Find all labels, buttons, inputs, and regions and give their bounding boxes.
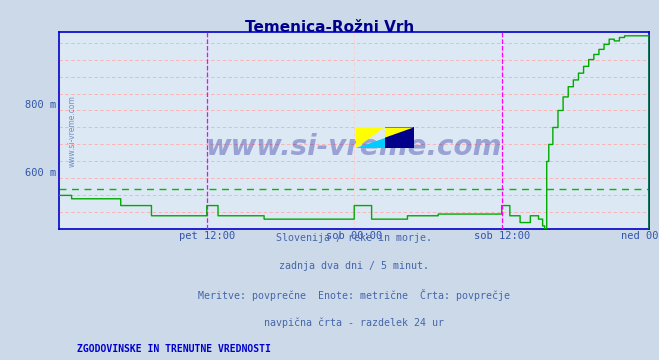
Text: www.si-vreme.com: www.si-vreme.com <box>68 95 77 167</box>
Polygon shape <box>357 138 385 148</box>
Text: Meritve: povprečne  Enote: metrične  Črta: povprečje: Meritve: povprečne Enote: metrične Črta:… <box>198 289 510 301</box>
Polygon shape <box>385 127 414 148</box>
Text: www.si-vreme.com: www.si-vreme.com <box>206 132 502 161</box>
Text: Temenica-Rožni Vrh: Temenica-Rožni Vrh <box>245 20 414 35</box>
Text: ZGODOVINSKE IN TRENUTNE VREDNOSTI: ZGODOVINSKE IN TRENUTNE VREDNOSTI <box>77 344 271 354</box>
Polygon shape <box>385 127 414 138</box>
Text: navpična črta - razdelek 24 ur: navpična črta - razdelek 24 ur <box>264 317 444 328</box>
Text: Slovenija / reke in morje.: Slovenija / reke in morje. <box>276 233 432 243</box>
Text: zadnja dva dni / 5 minut.: zadnja dva dni / 5 minut. <box>279 261 429 271</box>
Polygon shape <box>357 127 385 148</box>
